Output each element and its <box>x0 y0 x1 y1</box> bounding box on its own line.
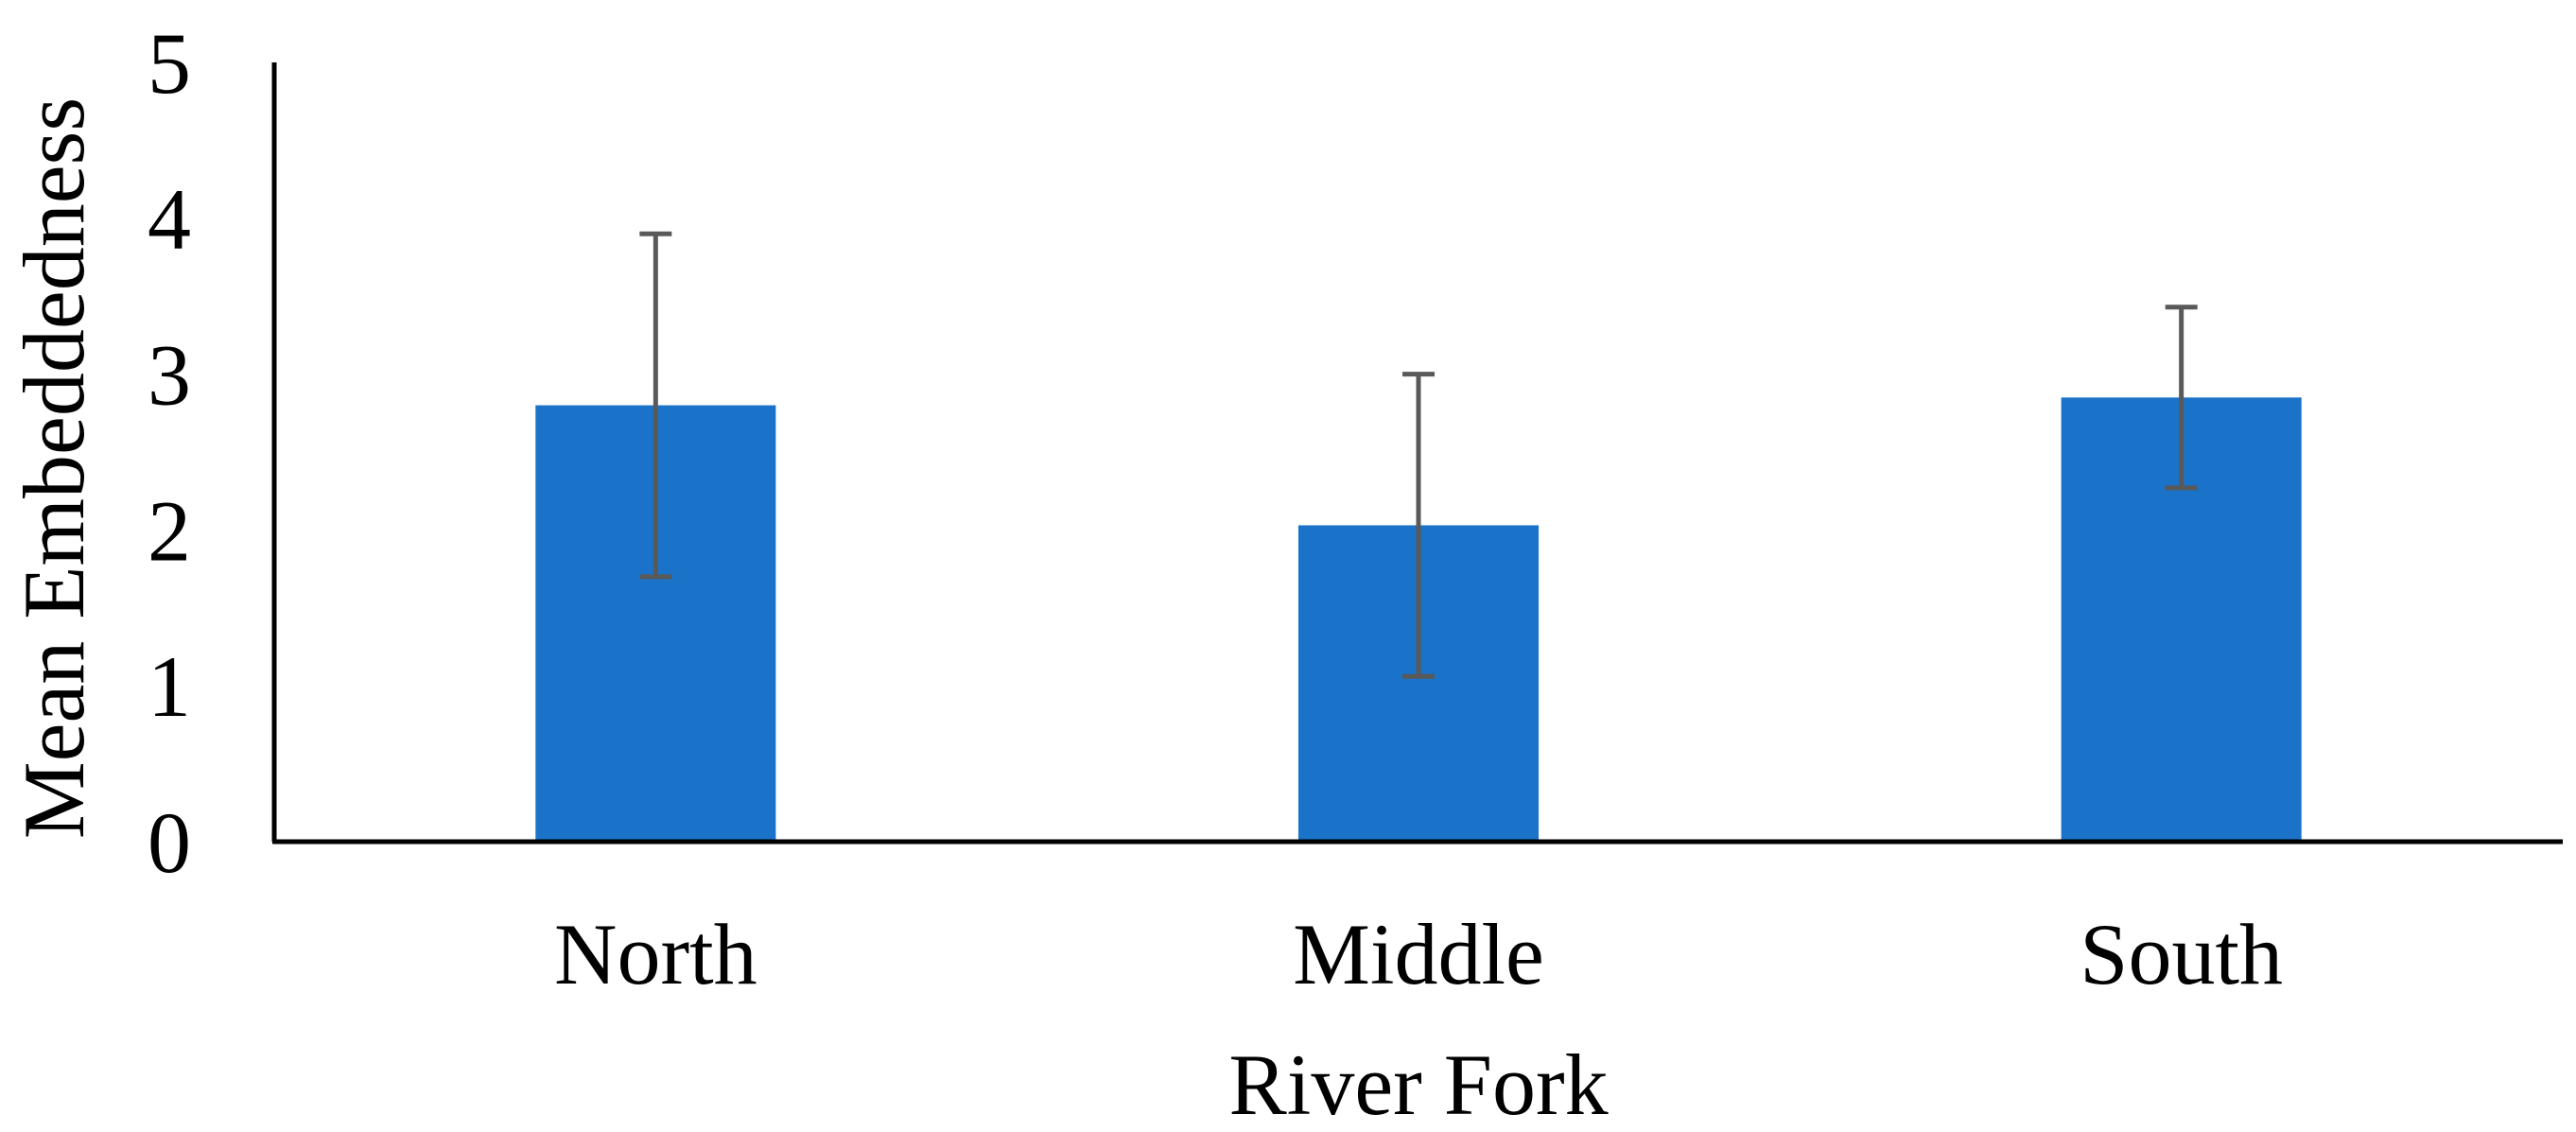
x-tick-label-south: South <box>2080 906 2283 1002</box>
y-axis-title: Mean Embeddedness <box>6 97 102 839</box>
y-tick-label: 2 <box>148 482 191 579</box>
error-bar-middle <box>1402 372 1435 679</box>
y-tick-label: 4 <box>148 171 191 268</box>
x-axis-title: River Fork <box>1228 1036 1608 1132</box>
error-bar-south <box>2165 305 2198 491</box>
y-tick-label: 1 <box>148 638 191 735</box>
x-tick-label-middle: Middle <box>1293 906 1544 1002</box>
error-bar-north <box>639 231 672 580</box>
y-tick-label: 3 <box>148 327 191 424</box>
x-tick-label-north: North <box>554 906 757 1002</box>
error-bars-group <box>639 231 2198 679</box>
y-tick-label: 5 <box>148 15 191 112</box>
y-tick-labels: 0 1 2 3 4 5 <box>148 15 191 891</box>
x-category-labels: North Middle South <box>554 906 2283 1002</box>
y-tick-label: 0 <box>148 794 191 891</box>
